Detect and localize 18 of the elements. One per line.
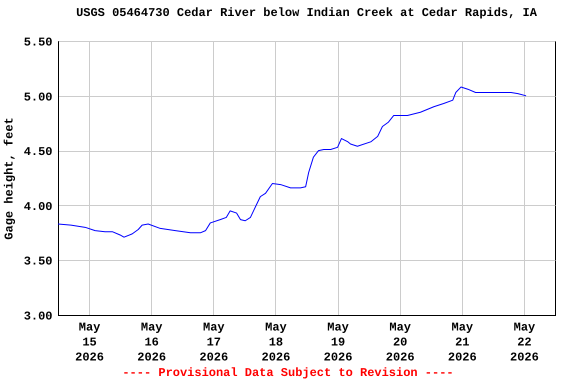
x-tick-label: May 19 2026 <box>324 320 352 364</box>
text: ---- Provisional Data Subject to Revision ---- <box>121 366 455 380</box>
x-tick-label: May 15 2026 <box>75 320 104 364</box>
y-tick-label: 3.00 <box>24 310 52 324</box>
y-axis-title: Gage height, feet <box>2 117 17 240</box>
line-series <box>58 86 527 238</box>
x-tick-label: May 18 2026 <box>262 320 290 364</box>
x-tick-label: May 21 2026 <box>448 320 477 364</box>
y-tick-label: 3.50 <box>24 254 52 269</box>
y-tick-label: 4.00 <box>24 200 52 214</box>
x-tick-label: May 17 2026 <box>199 320 228 364</box>
y-tick-label: 5.00 <box>24 90 52 104</box>
y-tick-label: 5.50 <box>24 36 52 50</box>
chart-title: USGS 05464730 Cedar River below Indian Creek at Cedar Rapids, IA <box>76 6 538 20</box>
x-tick-label: May 20 2026 <box>386 320 415 364</box>
x-tick-label: May 22 2026 <box>510 320 539 364</box>
x-tick-label: May 16 2026 <box>137 320 166 364</box>
y-tick-label: 4.50 <box>24 145 52 160</box>
